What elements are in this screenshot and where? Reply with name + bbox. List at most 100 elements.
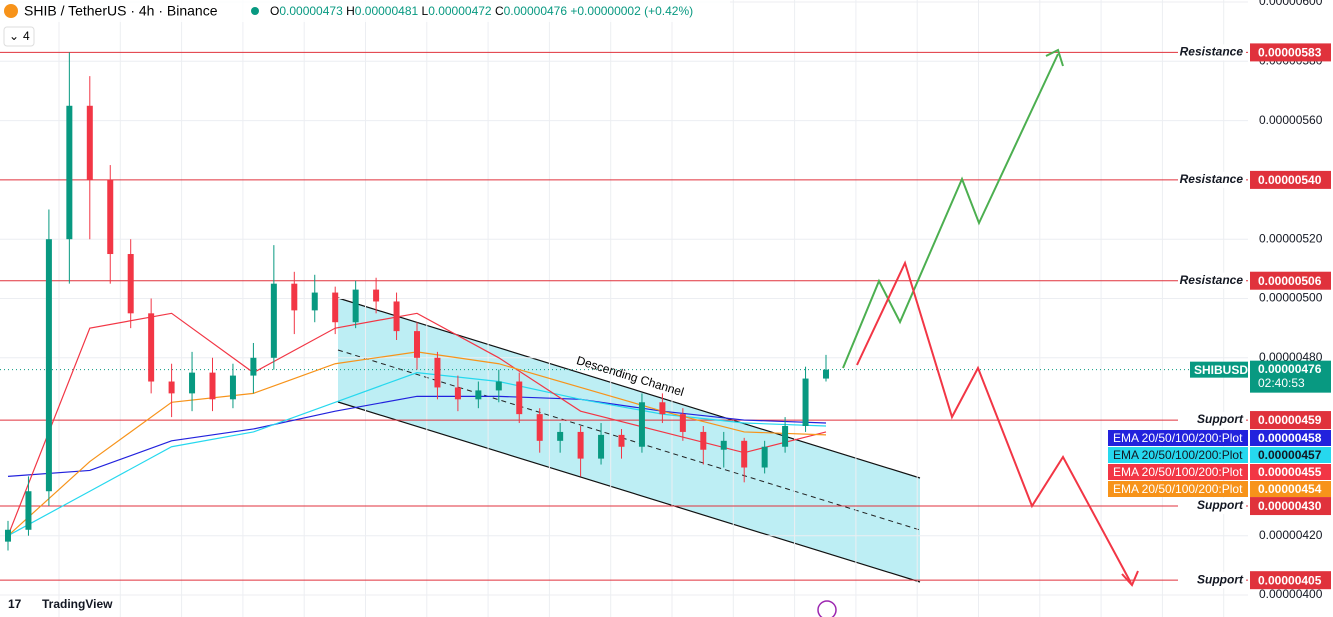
o-key: O (270, 4, 279, 18)
level-label: 0.00000405 (1258, 573, 1322, 587)
h-val: 0.00000481 (355, 4, 419, 18)
candle-body (5, 529, 11, 542)
ema-line (7, 312, 827, 536)
candle-body (782, 425, 789, 447)
y-tick-label: 0.00000400 (1259, 587, 1323, 601)
ema-legend-bg (1108, 447, 1248, 463)
status-dot (251, 7, 259, 15)
o-val: 0.00000473 (279, 4, 343, 18)
ema-legend-bg (1108, 464, 1248, 480)
ema-legend: EMA 20/50/100/200:Plot (1113, 465, 1243, 479)
candle-body (700, 431, 707, 450)
interval-button[interactable] (3, 26, 35, 47)
candle-body (291, 283, 298, 311)
countdown: 02:40:53 (1258, 376, 1305, 390)
level-label: 0.00000459 (1258, 413, 1322, 427)
candle-body (311, 292, 318, 311)
y-tick-label: 0.00000420 (1259, 528, 1323, 542)
candle-body (373, 289, 380, 302)
candle-body (86, 105, 93, 180)
last-price-bg (1250, 360, 1331, 393)
ema-label: 0.00000457 (1258, 448, 1322, 462)
level-label: 0.00000540 (1258, 173, 1322, 187)
header-bg (0, 0, 730, 22)
level-name: Support (1197, 498, 1244, 512)
c-key: C (495, 4, 504, 18)
bear-arrowhead (1121, 570, 1139, 587)
l-key: L (422, 4, 429, 18)
price-axis (1249, 0, 1333, 617)
candle-body (209, 372, 216, 400)
level-label: 0.00000430 (1258, 499, 1322, 513)
channel-bottom (337, 401, 921, 583)
candle-body (168, 381, 175, 394)
level-name: Support (1197, 412, 1244, 426)
candle-body (536, 414, 543, 441)
candle-body (189, 372, 196, 394)
level-name: Support (1197, 572, 1244, 586)
ema-legend-bg (1108, 430, 1248, 446)
last-symbol-bg (1190, 361, 1248, 378)
y-tick-label: 0.00000480 (1259, 350, 1323, 364)
candle-body (45, 239, 52, 492)
candle-body (638, 402, 645, 447)
candle-body (127, 254, 134, 314)
level-name: Resistance (1180, 273, 1244, 287)
ema-legend: EMA 20/50/100/200:Plot (1113, 482, 1243, 496)
logo-mark: 17 (8, 597, 22, 611)
candle-body (516, 381, 523, 415)
change: +0.00000002 (+0.42%) (570, 4, 693, 18)
level-name: Resistance (1180, 172, 1244, 186)
candle-body (577, 431, 584, 459)
level-name-bg (1178, 44, 1246, 61)
candle-body (598, 434, 605, 459)
symbol-icon (4, 4, 18, 18)
bear-path (856, 260, 1132, 584)
bull-path (842, 53, 1059, 369)
candle-body (823, 369, 829, 379)
candle-body (618, 434, 625, 447)
level-label: 0.00000583 (1258, 46, 1322, 60)
y-tick-label: 0.00000600 (1259, 0, 1323, 8)
level-name-bg (1178, 498, 1246, 515)
candle-body (270, 283, 277, 358)
channel-top (337, 297, 921, 479)
interval: 4 (23, 29, 30, 43)
candle-body (414, 331, 420, 358)
y-tick-label: 0.00000560 (1259, 113, 1323, 127)
event-icon[interactable] (817, 600, 837, 617)
candle-body (229, 375, 236, 400)
ema-line (7, 395, 827, 477)
level-label-bg (1250, 170, 1331, 189)
ema-label: 0.00000458 (1258, 431, 1322, 445)
ema-legend: EMA 20/50/100/200:Plot (1113, 431, 1243, 445)
level-name-bg (1178, 272, 1246, 289)
candle-body (495, 381, 502, 391)
c-val: 0.00000476 (504, 4, 568, 18)
ohlc: O0.00000473 H0.00000481 L0.00000472 C0.0… (270, 4, 693, 18)
last-symbol: SHIBUSDT (1194, 363, 1256, 377)
brand: TradingView (42, 597, 113, 611)
y-tick-label: 0.00000500 (1259, 291, 1323, 305)
bull-arrowhead (1045, 48, 1064, 67)
level-name-bg (1178, 171, 1246, 188)
candle-body (761, 446, 768, 468)
candle-body (393, 301, 400, 332)
ema-label-bg (1250, 464, 1331, 480)
ema-label-bg (1250, 481, 1331, 497)
candle-body (148, 313, 155, 382)
level-label: 0.00000506 (1258, 274, 1322, 288)
level-label-bg (1250, 411, 1331, 430)
channel (338, 298, 920, 582)
ema-legend: EMA 20/50/100/200:Plot (1113, 448, 1243, 462)
candle-body (332, 292, 339, 323)
ema-label: 0.00000454 (1258, 482, 1322, 496)
candle-body (679, 414, 686, 432)
level-name-bg (1178, 412, 1246, 429)
level-name: Resistance (1180, 45, 1244, 59)
candle-body (352, 289, 359, 323)
candle-body (741, 440, 748, 468)
l-val: 0.00000472 (428, 4, 492, 18)
candle-body (720, 440, 727, 450)
candle-body (802, 378, 809, 426)
